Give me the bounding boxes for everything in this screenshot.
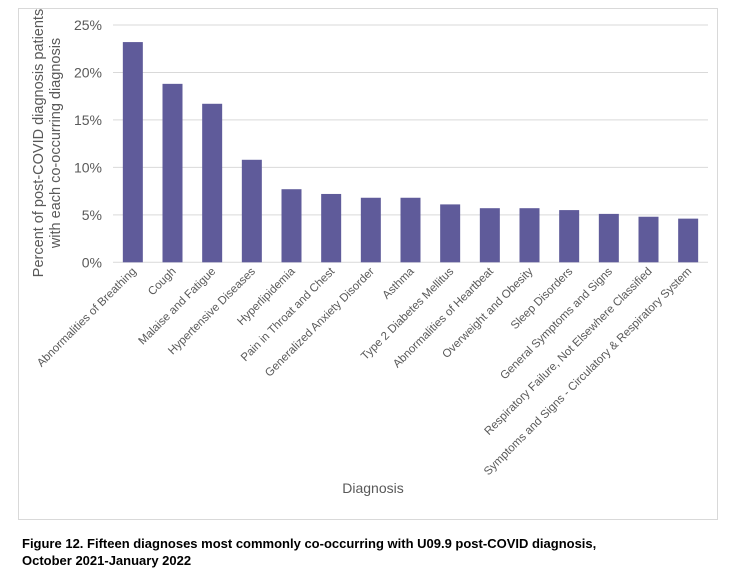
x-axis-title: Diagnosis (342, 480, 403, 496)
y-tick-label: 20% (74, 64, 102, 80)
figure-caption: Figure 12. Fifteen diagnoses most common… (22, 535, 722, 569)
bar-9 (440, 204, 461, 263)
bar-4 (241, 159, 262, 263)
bar-chart: 0% 5% 10% 15% 20% 25% Abnormalities of Breathi… (31, 9, 708, 496)
y-tick-label: 0% (82, 254, 102, 270)
bar-3 (202, 103, 223, 263)
caption-line-1: Figure 12. Fifteen diagnoses most common… (22, 536, 597, 551)
x-tick-label: Malaise and Fatigue (137, 266, 219, 348)
bar-7 (360, 197, 381, 263)
y-tick-label: 5% (82, 207, 102, 223)
bar-8 (400, 197, 421, 263)
x-tick-label: Cough (146, 266, 178, 298)
y-tick-label: 15% (74, 112, 102, 128)
bar-10 (479, 208, 500, 263)
caption-line-2: October 2021-January 2022 (22, 553, 192, 568)
bar-12 (559, 210, 580, 263)
bar-11 (519, 208, 540, 263)
y-axis-title-line: Percent of post-COVID diagnosis patients (31, 9, 47, 277)
y-axis-title-line: with each co-occurring diagnosis (48, 38, 64, 249)
x-tick-label: Asthma (381, 265, 417, 301)
y-tick-label: 25% (74, 17, 102, 33)
x-tick-label: Abnormalities of Breathing (35, 266, 139, 370)
bar-14 (638, 216, 659, 263)
bar-5 (281, 189, 302, 263)
bar-15 (678, 218, 699, 263)
bar-1 (122, 42, 143, 263)
bar-6 (321, 193, 342, 263)
bar-13 (598, 213, 619, 263)
chart-frame (18, 8, 718, 520)
y-tick-label: 10% (74, 159, 102, 175)
bar-2 (162, 83, 183, 263)
